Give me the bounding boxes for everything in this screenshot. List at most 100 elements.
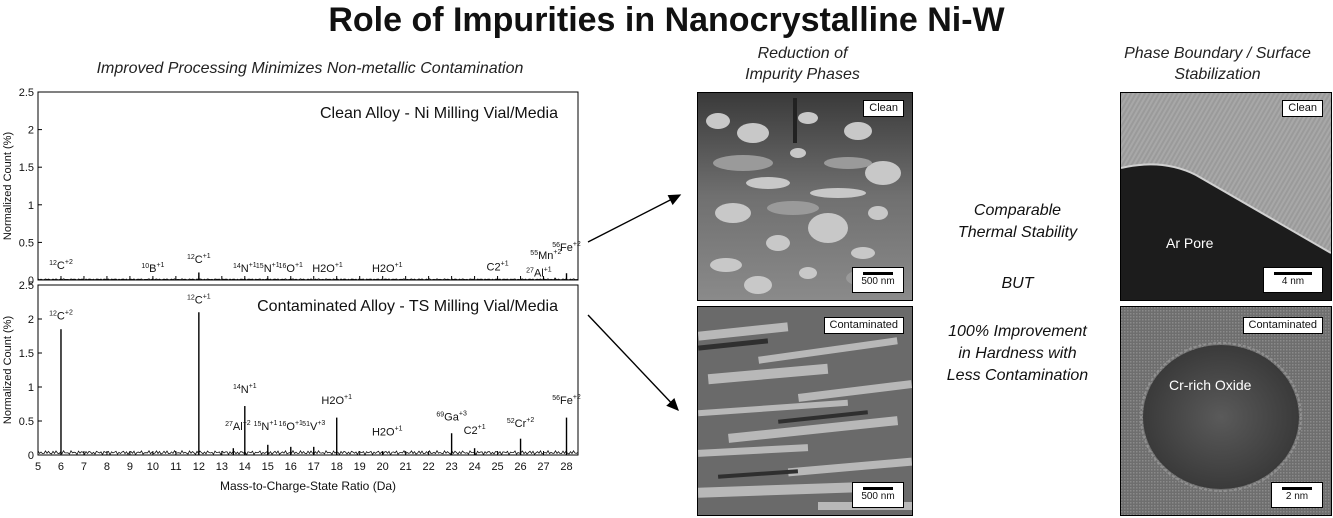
x-tick-label: 25 xyxy=(491,461,503,473)
scale-bar-label: 4 nm xyxy=(1281,276,1305,287)
micrograph-clean-image xyxy=(698,93,912,300)
ar-pore-label: Ar Pore xyxy=(1166,235,1214,251)
scale-bar-line xyxy=(1274,272,1312,275)
ion-label: 12C+2 xyxy=(49,259,73,272)
ion-label: 15N+1 xyxy=(254,420,278,433)
arrows xyxy=(587,194,682,412)
tem-heading-line: Phase Boundary / Surface xyxy=(1124,45,1311,62)
ion-label: 14N+1 xyxy=(233,262,257,275)
ion-label: 27Al+2 xyxy=(225,420,251,433)
tem-clean: Clean Ar Pore 4 nm xyxy=(1120,92,1332,301)
x-tick-label: 24 xyxy=(468,461,480,473)
x-tick-label: 17 xyxy=(308,461,320,473)
mass-spectra-chart: 0 0.5 1 1.5 2 2.5 Clean Alloy - Ni Milling Via… xyxy=(2,87,581,493)
comparison-line: Less Contamination xyxy=(946,367,1089,384)
y-tick-label: 1.5 xyxy=(19,162,34,174)
x-tick-label: 14 xyxy=(239,461,251,473)
x-tick-label: 22 xyxy=(423,461,435,473)
scale-bar: 500 nm xyxy=(852,267,904,293)
x-tick-label: 16 xyxy=(285,461,297,473)
ion-label: C2+1 xyxy=(487,260,509,273)
ion-label: 51V+3 xyxy=(302,420,325,433)
x-tick-label: 21 xyxy=(400,461,412,473)
ion-label: 15N+1 xyxy=(256,262,280,275)
x-tick-label: 12 xyxy=(193,461,205,473)
ion-label: 10B+1 xyxy=(141,262,164,275)
comparison-line: 100% Improvement xyxy=(948,323,1087,340)
y-tick-label: 2 xyxy=(28,314,34,326)
comparison-line: in Hardness with xyxy=(958,345,1077,362)
plot-frame xyxy=(37,284,579,456)
comparison-text: Comparable Thermal Stability BUT 100% Im… xyxy=(920,200,1115,387)
y-tick-label: 2.5 xyxy=(19,87,34,99)
x-tick-label: 18 xyxy=(331,461,343,473)
micrograph-contaminated-image xyxy=(698,307,912,515)
scale-bar-line xyxy=(863,272,893,275)
spectrum-baseline xyxy=(37,278,579,281)
tem-contaminated-image xyxy=(1121,307,1331,515)
y-tick-label: 2.5 xyxy=(19,280,34,292)
x-axis-label: Mass-to-Charge-State Ratio (Da) xyxy=(220,479,396,493)
micrograph-contaminated: Contaminated 500 nm xyxy=(697,306,913,516)
micrograph-clean: Clean 500 nm xyxy=(697,92,913,301)
ion-label: H2O+1 xyxy=(312,262,343,275)
ion-label: 12C+1 xyxy=(187,253,211,266)
ion-label: 16O+1 xyxy=(279,420,303,433)
ion-label: 52Cr+2 xyxy=(507,417,534,430)
y-tick-label: 0 xyxy=(28,450,34,462)
y-tick-label: 0.5 xyxy=(19,416,34,428)
ion-label: H2O+1 xyxy=(321,394,352,407)
scale-bar: 2 nm xyxy=(1271,482,1323,508)
ion-label: 55Mn+2 xyxy=(530,249,561,262)
ion-label: 27Al+1 xyxy=(526,266,552,279)
tem-heading-line: Stabilization xyxy=(1174,66,1261,83)
y-axis-label: Normalized Count (%) xyxy=(2,132,14,240)
tem-heading: Phase Boundary / Surface Stabilization xyxy=(1100,43,1333,85)
ion-label: H2O+1 xyxy=(372,425,403,438)
spectrum-title: Contaminated Alloy - TS Milling Vial/Med… xyxy=(257,298,558,315)
arrow-to-clean xyxy=(587,194,682,243)
y-tick-label: 1 xyxy=(28,382,34,394)
micrograph-heading-line: Impurity Phases xyxy=(745,66,860,83)
comparison-but: BUT xyxy=(1001,275,1034,292)
x-tick-label: 26 xyxy=(514,461,526,473)
scale-bar-label: 500 nm xyxy=(861,491,895,502)
chart-heading: Improved Processing Minimizes Non-metall… xyxy=(96,60,524,77)
spectrum-title: Clean Alloy - Ni Milling Vial/Media xyxy=(320,105,558,122)
x-tick-label: 5 xyxy=(35,461,41,473)
scale-bar-line xyxy=(1282,487,1312,490)
scale-bar-label: 500 nm xyxy=(861,276,895,287)
x-tick-label: 6 xyxy=(58,461,64,473)
ion-label: C2+1 xyxy=(464,424,486,437)
ion-label: 56Fe+2 xyxy=(552,394,581,407)
x-tick-label: 13 xyxy=(216,461,228,473)
y-axis-label: Normalized Count (%) xyxy=(2,316,14,424)
clean-tag: Clean xyxy=(1282,100,1323,117)
x-tick-label: 19 xyxy=(354,461,366,473)
ion-label: 56Fe+2 xyxy=(552,241,581,254)
micrograph-heading: Reduction of Impurity Phases xyxy=(690,43,915,85)
cr-rich-oxide-label: Cr-rich Oxide xyxy=(1169,377,1252,393)
contaminated-tag: Contaminated xyxy=(1242,317,1323,334)
x-tick-label: 7 xyxy=(81,461,87,473)
x-tick-label: 28 xyxy=(560,461,572,473)
contaminated-tag: Contaminated xyxy=(823,317,904,334)
y-tick-label: 0.5 xyxy=(19,237,34,249)
page-title: Role of Impurities in Nanocrystalline Ni… xyxy=(328,1,1005,39)
micrograph-heading-line: Reduction of xyxy=(757,45,848,62)
y-tick-label: 1 xyxy=(28,200,34,212)
x-tick-label: 11 xyxy=(170,461,181,473)
ion-label: 14N+1 xyxy=(233,383,257,396)
x-tick-label: 27 xyxy=(537,461,549,473)
scale-bar-line xyxy=(863,487,893,490)
x-tick-label: 15 xyxy=(262,461,274,473)
x-tick-label: 10 xyxy=(147,461,159,473)
ion-label: 69Ga+3 xyxy=(436,410,467,423)
y-tick-label: 0 xyxy=(28,275,34,287)
plot-frame xyxy=(37,91,579,281)
y-tick-label: 1.5 xyxy=(19,348,34,360)
ion-label: 16O+1 xyxy=(279,262,303,275)
spectrum-baseline xyxy=(37,449,579,456)
comparison-line: Thermal Stability xyxy=(957,224,1078,241)
ion-label: H2O+1 xyxy=(372,262,403,275)
